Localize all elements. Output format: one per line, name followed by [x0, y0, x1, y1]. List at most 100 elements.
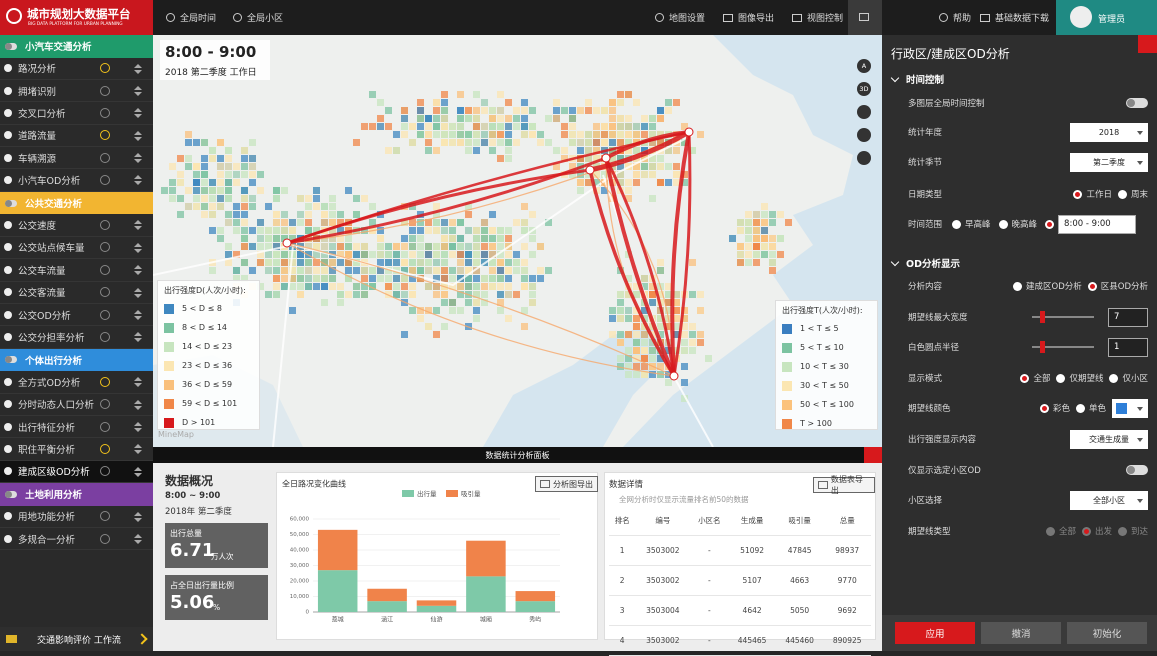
item-time-icon[interactable]	[100, 399, 110, 410]
item-sort-icon[interactable]	[134, 136, 142, 141]
table-export-button[interactable]: 数据表导出	[813, 475, 875, 495]
item-sort-icon[interactable]	[134, 472, 142, 477]
item-sort-icon[interactable]	[134, 534, 142, 539]
item-time-icon[interactable]	[100, 130, 110, 141]
group-toggle[interactable]	[5, 42, 17, 50]
tool-image-export[interactable]: 图像导出	[723, 11, 774, 24]
item-sort-icon[interactable]	[134, 293, 142, 298]
slider-handle[interactable]	[1040, 311, 1045, 323]
radio-option[interactable]: 周末	[1117, 188, 1148, 200]
item-time-icon[interactable]	[100, 421, 110, 432]
item-sort-icon[interactable]	[134, 91, 142, 96]
menu-item[interactable]: 用地功能分析	[0, 506, 153, 529]
radio-option[interactable]: 仅期望线	[1056, 372, 1103, 384]
map-zoom-in[interactable]	[857, 128, 871, 142]
item-time-icon[interactable]	[100, 444, 110, 455]
select[interactable]: 全部小区	[1070, 490, 1148, 510]
item-sort-icon[interactable]	[134, 450, 142, 455]
map[interactable]	[153, 35, 882, 447]
item-time-icon[interactable]	[100, 331, 110, 342]
number-input[interactable]: 7	[1108, 307, 1148, 327]
map-3d[interactable]: 3D	[857, 82, 871, 96]
radio-option[interactable]: 出发	[1081, 525, 1112, 537]
map-compass[interactable]: A	[857, 59, 871, 73]
map-zoom-out[interactable]	[857, 105, 871, 119]
item-time-icon[interactable]	[100, 152, 110, 163]
item-sort-icon[interactable]	[134, 181, 142, 186]
menu-item[interactable]: 路况分析	[0, 58, 153, 80]
item-sort-icon[interactable]	[134, 248, 142, 253]
item-sort-icon[interactable]	[134, 265, 142, 270]
item-time-icon[interactable]	[100, 287, 110, 298]
item-sort-icon[interactable]	[134, 63, 142, 68]
item-sort-icon[interactable]	[134, 85, 142, 90]
menu-item[interactable]: 交叉口分析	[0, 102, 153, 125]
group-toggle[interactable]	[5, 356, 17, 364]
apply-button[interactable]: 应用	[895, 622, 975, 644]
fullscreen-button[interactable]	[848, 0, 882, 35]
menu-item[interactable]: 公交OD分析	[0, 304, 153, 327]
menu-item[interactable]: 拥堵识别	[0, 80, 153, 103]
help[interactable]: 帮助	[939, 11, 971, 24]
color-picker[interactable]	[1112, 398, 1148, 418]
tool-global-zone[interactable]: 全局小区	[233, 11, 283, 24]
radio-option[interactable]: 晚高峰	[998, 218, 1037, 230]
item-sort-icon[interactable]	[134, 159, 142, 164]
menu-item[interactable]: 车辆溯源	[0, 147, 153, 170]
settings-collapse[interactable]	[1138, 35, 1157, 53]
menu-item[interactable]: 全方式OD分析	[0, 371, 153, 394]
menu-item[interactable]: 建成区级OD分析	[0, 460, 153, 484]
item-time-icon[interactable]	[100, 85, 110, 96]
group-header[interactable]: 公共交通分析	[0, 191, 153, 215]
menu-item[interactable]: 公交车流量	[0, 259, 153, 282]
item-sort-icon[interactable]	[134, 226, 142, 231]
group-header[interactable]: 小汽车交通分析	[0, 35, 153, 58]
item-time-icon[interactable]	[100, 264, 110, 275]
tool-global-time[interactable]: 全局时间	[166, 11, 216, 24]
section-od[interactable]: OD分析显示	[890, 256, 960, 270]
radio-option[interactable]: 工作日	[1073, 188, 1112, 200]
menu-item[interactable]: 小汽车OD分析	[0, 169, 153, 192]
radio-option[interactable]: 单色	[1075, 402, 1106, 414]
item-sort-icon[interactable]	[134, 114, 142, 119]
item-sort-icon[interactable]	[134, 383, 142, 388]
user-menu[interactable]: 管理员	[1056, 0, 1157, 35]
item-time-icon[interactable]	[100, 242, 110, 253]
menu-item[interactable]: 公交站点候车量	[0, 237, 153, 260]
menu-item[interactable]: 公交客流量	[0, 282, 153, 304]
tool-map-settings[interactable]: 地图设置	[655, 11, 705, 24]
item-time-icon[interactable]	[100, 533, 110, 544]
menu-item[interactable]: 公交速度	[0, 214, 153, 237]
toggle[interactable]	[1126, 465, 1148, 475]
item-sort-icon[interactable]	[134, 511, 142, 516]
map-fullscreen[interactable]	[857, 151, 871, 165]
item-sort-icon[interactable]	[134, 108, 142, 113]
radio-option[interactable]: 全部	[1020, 372, 1050, 384]
menu-item[interactable]: 分时动态人口分析	[0, 394, 153, 416]
undo-button[interactable]: 撤消	[981, 622, 1061, 644]
logo[interactable]: 城市规划大数据平台 BIG DATA PLATFORM FOR URBAN PL…	[0, 0, 153, 35]
item-sort-icon[interactable]	[134, 309, 142, 314]
group-header[interactable]: 个体出行分析	[0, 348, 153, 372]
select[interactable]: 2018	[1070, 122, 1148, 142]
group-toggle[interactable]	[5, 490, 17, 498]
item-time-icon[interactable]	[100, 511, 110, 522]
data-download[interactable]: 基础数据下载	[980, 11, 1049, 24]
item-sort-icon[interactable]	[134, 338, 142, 343]
item-sort-icon[interactable]	[134, 220, 142, 225]
item-time-icon[interactable]	[100, 309, 110, 320]
section-time[interactable]: 时间控制	[890, 72, 944, 86]
slider-handle[interactable]	[1040, 341, 1045, 353]
menu-item[interactable]: 出行特征分析	[0, 416, 153, 439]
sidebar-footer[interactable]: 交通影响评价 工作流	[0, 627, 153, 651]
chart-export-button[interactable]: 分析图导出	[535, 476, 598, 492]
item-time-icon[interactable]	[100, 466, 110, 477]
item-sort-icon[interactable]	[134, 399, 142, 404]
item-sort-icon[interactable]	[134, 69, 142, 74]
item-sort-icon[interactable]	[134, 153, 142, 158]
item-sort-icon[interactable]	[134, 405, 142, 410]
item-time-icon[interactable]	[100, 175, 110, 186]
menu-item[interactable]: 职住平衡分析	[0, 438, 153, 461]
slider[interactable]	[1032, 311, 1094, 323]
panel-collapse[interactable]	[864, 447, 882, 463]
